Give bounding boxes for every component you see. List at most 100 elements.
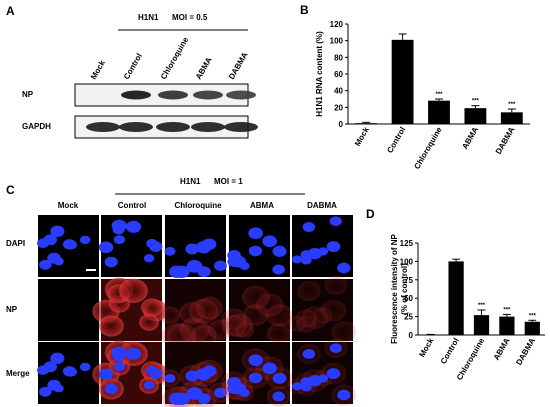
significance: *** (478, 303, 486, 309)
nucleus (43, 361, 57, 373)
nucleus (329, 216, 342, 227)
np-cell (195, 296, 223, 320)
band (226, 90, 256, 100)
x-tick-label: Chloroquine (412, 125, 444, 171)
y-tick-label: 80 (334, 53, 343, 62)
nucleus (272, 264, 285, 275)
nucleus (262, 362, 277, 375)
panel-label: A (6, 4, 15, 18)
nucleus (302, 222, 316, 233)
nucleus (98, 241, 114, 254)
nucleus (53, 384, 64, 393)
nucleus (79, 362, 91, 372)
column-label: Mock (58, 201, 79, 210)
bar (473, 315, 490, 335)
nucleus (337, 389, 351, 401)
y-tick-label: 0 (339, 120, 344, 129)
nucleus (248, 227, 263, 240)
nucleus (104, 256, 118, 268)
bar (464, 108, 487, 124)
x-tick-label: ABMA (492, 336, 512, 361)
nucleus (143, 381, 155, 390)
moi: MOI = 0.5 (172, 13, 208, 22)
lane-label: Control (122, 52, 144, 81)
nucleus (248, 245, 263, 257)
nucleus (50, 225, 65, 238)
x-tick-label: DABMA (514, 336, 537, 366)
nucleus (272, 245, 287, 257)
nucleus (197, 393, 211, 405)
column-label: ABMA (250, 201, 274, 210)
np-cell (331, 321, 357, 343)
nucleus (197, 266, 211, 278)
bar (448, 261, 464, 335)
nucleus (146, 365, 158, 376)
np-cell (295, 309, 317, 328)
band (119, 122, 153, 132)
x-tick-label: Control (385, 126, 407, 155)
nucleus (202, 238, 217, 250)
lane-label: Chloroquine (159, 35, 191, 81)
row-label: GAPDH (22, 122, 51, 131)
np-cell (119, 278, 148, 303)
column-label: Control (118, 201, 146, 210)
np-cell (324, 275, 348, 295)
nucleus (300, 250, 312, 260)
nucleus (272, 372, 287, 384)
row-label: Merge (6, 369, 30, 378)
column-label: Chloroquine (174, 201, 222, 210)
nucleus (214, 260, 227, 271)
nucleus (326, 368, 341, 380)
lane-label: DABMA (227, 51, 250, 81)
lane-label: ABMA (194, 56, 214, 81)
row-label: NP (22, 90, 34, 99)
y-axis-label: (% of control) (400, 263, 409, 315)
band (193, 90, 223, 100)
row-label: DAPI (6, 239, 25, 248)
y-tick-label: 125 (400, 239, 414, 248)
nucleus (43, 234, 57, 246)
nucleus (272, 391, 285, 402)
bar (524, 321, 540, 335)
band (86, 122, 120, 132)
nucleus (262, 235, 277, 248)
nucleus (300, 377, 312, 387)
nucleus (125, 347, 142, 360)
np-cell (266, 323, 291, 344)
nucleus (112, 352, 125, 362)
y-tick-label: 100 (400, 257, 414, 266)
bar (499, 316, 515, 335)
nucleus (146, 238, 158, 249)
significance: *** (503, 307, 511, 313)
condition: H1N1 (180, 177, 201, 186)
significance: *** (529, 313, 537, 319)
panel-label: B (300, 3, 309, 17)
nucleus (164, 246, 176, 256)
y-tick-label: 75 (404, 276, 413, 285)
y-tick-label: 40 (334, 87, 343, 96)
panel-label: C (6, 183, 15, 197)
np-cell (320, 299, 347, 322)
np-cell (221, 314, 247, 337)
micrograph (38, 279, 99, 341)
x-tick-label: DABMA (494, 125, 517, 155)
x-tick-label: ABMA (460, 125, 480, 150)
bar (500, 112, 523, 124)
panel-label: D (366, 207, 375, 221)
significance: *** (508, 102, 516, 108)
nucleus (65, 367, 77, 377)
bar (428, 100, 450, 124)
nucleus (248, 354, 263, 367)
bar (391, 39, 414, 125)
bar (355, 123, 378, 124)
x-tick-label: Mock (353, 125, 371, 148)
np-cell (162, 323, 192, 349)
y-tick-label: 20 (334, 103, 343, 112)
nucleus (337, 262, 351, 274)
nucleus (302, 349, 316, 360)
nucleus (292, 255, 303, 264)
significance: *** (435, 92, 443, 98)
y-tick-label: 120 (330, 20, 344, 29)
nucleus (227, 383, 241, 394)
